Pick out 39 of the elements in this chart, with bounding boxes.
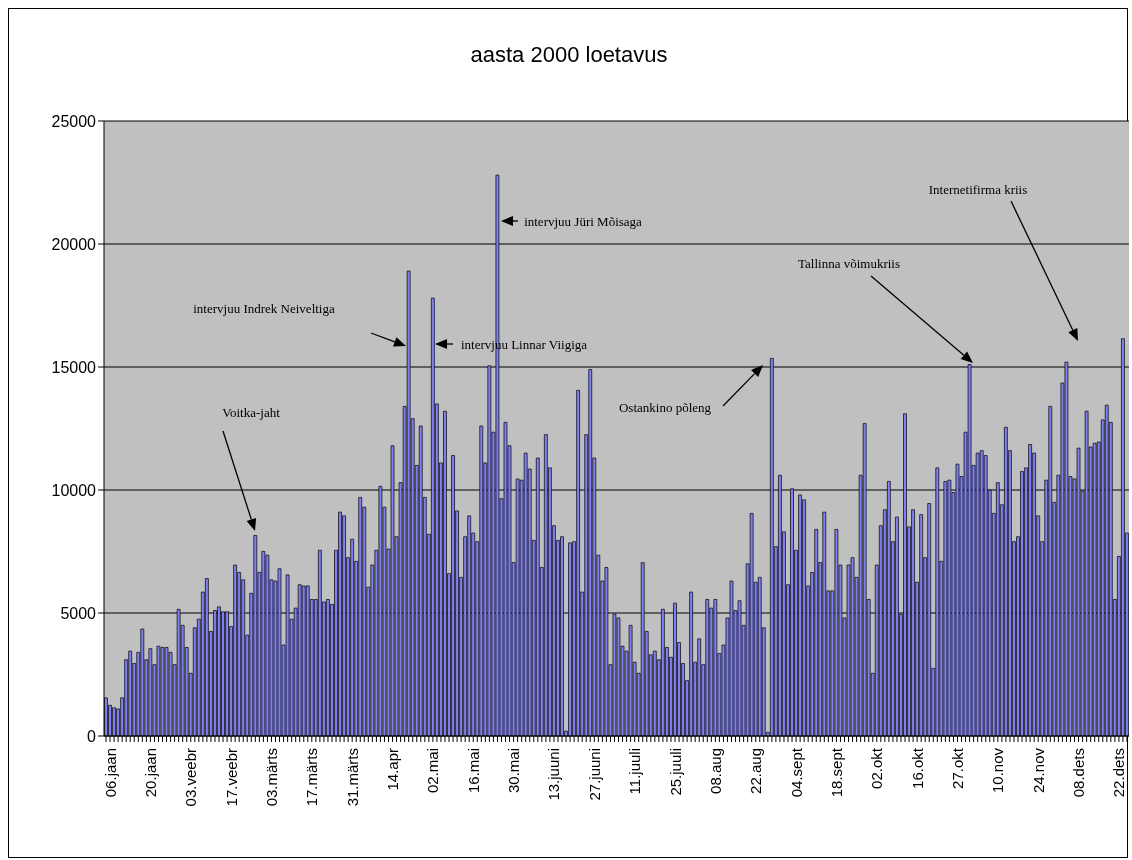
x-tick-label: 08.aug — [706, 748, 724, 794]
annotation: Internetifirma kriis — [928, 181, 1028, 197]
x-tick-label: 16.okt — [908, 747, 926, 789]
y-tick-label: 5000 — [60, 604, 97, 622]
x-tick-label: 13.juuni — [545, 748, 563, 801]
x-tick-label: 27.juuni — [585, 748, 603, 801]
annotation: Ostankino põleng — [618, 399, 712, 415]
x-tick-label: 24.nov — [1029, 747, 1047, 794]
x-tick-label: 17.märts — [303, 748, 321, 807]
x-tick-label: 20.jaan — [141, 748, 159, 798]
annotation: intervjuu Indrek Neiveltiga — [193, 300, 335, 316]
annotation: intervjuu Jüri Mõisaga — [524, 213, 643, 229]
x-tick-label: 30.mai — [505, 748, 523, 794]
x-tick-label: 03.veebr — [182, 748, 200, 807]
x-tick-label: 22.aug — [747, 748, 765, 794]
x-tick-label: 08.dets — [1070, 748, 1088, 798]
x-tick-label: 03.märts — [262, 748, 280, 807]
x-tick-label: 25.juuli — [666, 748, 684, 796]
x-tick-label: 31.märts — [343, 748, 361, 807]
x-tick-label: 02.okt — [868, 747, 886, 789]
y-tick-label: 10000 — [51, 481, 97, 499]
x-tick-label: 18.sept — [827, 747, 845, 798]
x-tick-label: 11.juuli — [626, 748, 644, 795]
x-tick-label: 02.mai — [424, 748, 442, 794]
annotation: Voitka-jaht — [222, 404, 281, 420]
chart-title: aasta 2000 loetavus — [470, 41, 668, 67]
x-tick-label: 14.apr — [384, 748, 402, 791]
y-tick-label: 20000 — [51, 235, 97, 253]
x-tick-label: 06.jaan — [101, 748, 119, 798]
x-tick-label: 22.dets — [1110, 748, 1128, 798]
y-tick-label: 25000 — [51, 112, 97, 130]
x-tick-label: 10.nov — [989, 747, 1007, 794]
x-tick-label: 04.sept — [787, 747, 805, 798]
y-tick-label: 0 — [87, 727, 97, 745]
annotation: Tallinna võimukriis — [798, 255, 900, 271]
x-tick-label: 17.veebr — [222, 748, 240, 807]
x-tick-label: 27.okt — [948, 747, 966, 789]
x-tick-label: 16.mai — [464, 748, 482, 794]
y-tick-label: 15000 — [51, 358, 97, 376]
